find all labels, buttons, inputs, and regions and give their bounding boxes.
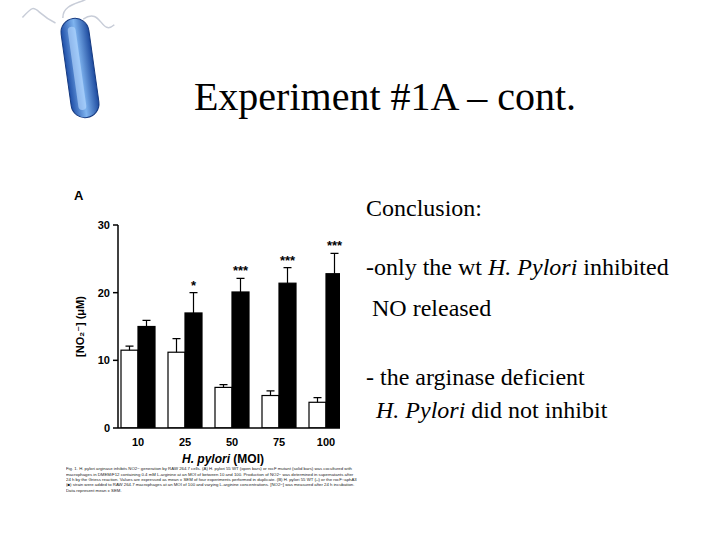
bar [232,292,249,428]
error-bar [220,385,228,388]
error-bar [126,346,134,350]
slide-title: Experiment #1A – cont. [194,74,576,119]
bar [121,350,138,428]
bars [121,253,340,428]
flagellum [60,0,92,18]
y-tick-label: 30 [98,219,110,231]
x-axis-label: H. pylori (MOI) [182,452,264,466]
bar [185,313,202,428]
x-axis-label-italic: H. pylori [182,452,231,466]
bar [309,402,326,428]
y-axis [117,225,119,428]
x-tick-label: 50 [226,436,238,448]
x-tick-label: 25 [179,436,191,448]
conclusion-run: H. Pylori [487,254,577,280]
bar [326,274,340,428]
error-bar [190,293,198,313]
conclusion-heading: Conclusion: [366,195,482,221]
bacterium-icon [21,0,127,124]
slide: Experiment #1A – cont. Conclusion: -only t… [0,0,720,540]
error-bar [331,253,339,273]
conclusion-run: H. Pylori [375,397,465,423]
conclusion-line: NO released [372,295,491,321]
conclusion-line: - the arginase deficient [366,364,585,390]
conclusion-line: -only the wt H. Pylori inhibited [366,254,669,280]
bar [138,327,155,429]
bacterium-body [59,17,101,120]
error-bar [173,339,181,353]
error-bar [237,278,245,292]
x-axis-label-rest: (MOI) [230,452,264,466]
slide-canvas: Experiment #1A – cont. Conclusion: -only t… [0,0,720,540]
error-bar [314,398,322,403]
y-tick-label: 10 [98,354,110,366]
significance-label: * [191,278,197,293]
bar [215,387,232,428]
significance-label: *** [233,263,249,278]
bar [279,283,296,428]
y-tick-label: 0 [104,422,110,434]
flagellum [21,6,55,28]
figure-caption: Fig. 1. H. pylori arginase inhibits NO2−… [66,466,358,493]
panel-label: A [74,188,84,203]
x-tick-label: 10 [132,436,144,448]
conclusion-run: - the arginase deficient [366,364,585,390]
error-bar [143,320,151,326]
x-tick-label: 75 [273,436,285,448]
conclusion-run: did not inhibit [465,397,607,423]
error-bar [284,268,292,284]
bar [262,396,279,428]
x-tick-label: 100 [317,436,335,448]
conclusion-run: NO released [372,295,491,321]
error-bar [267,391,275,396]
conclusion-run: inhibited [577,254,668,280]
y-axis-label: [NO₂⁻] (μM) [74,296,86,357]
bar [168,352,185,428]
significance-label: *** [280,253,296,268]
bacterium-highlight [67,26,87,110]
x-axis [118,427,340,429]
conclusion-line: H. Pylori did not inhibit [375,397,608,423]
conclusion-run: -only the wt [366,254,488,280]
significance-label: *** [327,238,343,253]
y-tick-label: 20 [98,287,110,299]
